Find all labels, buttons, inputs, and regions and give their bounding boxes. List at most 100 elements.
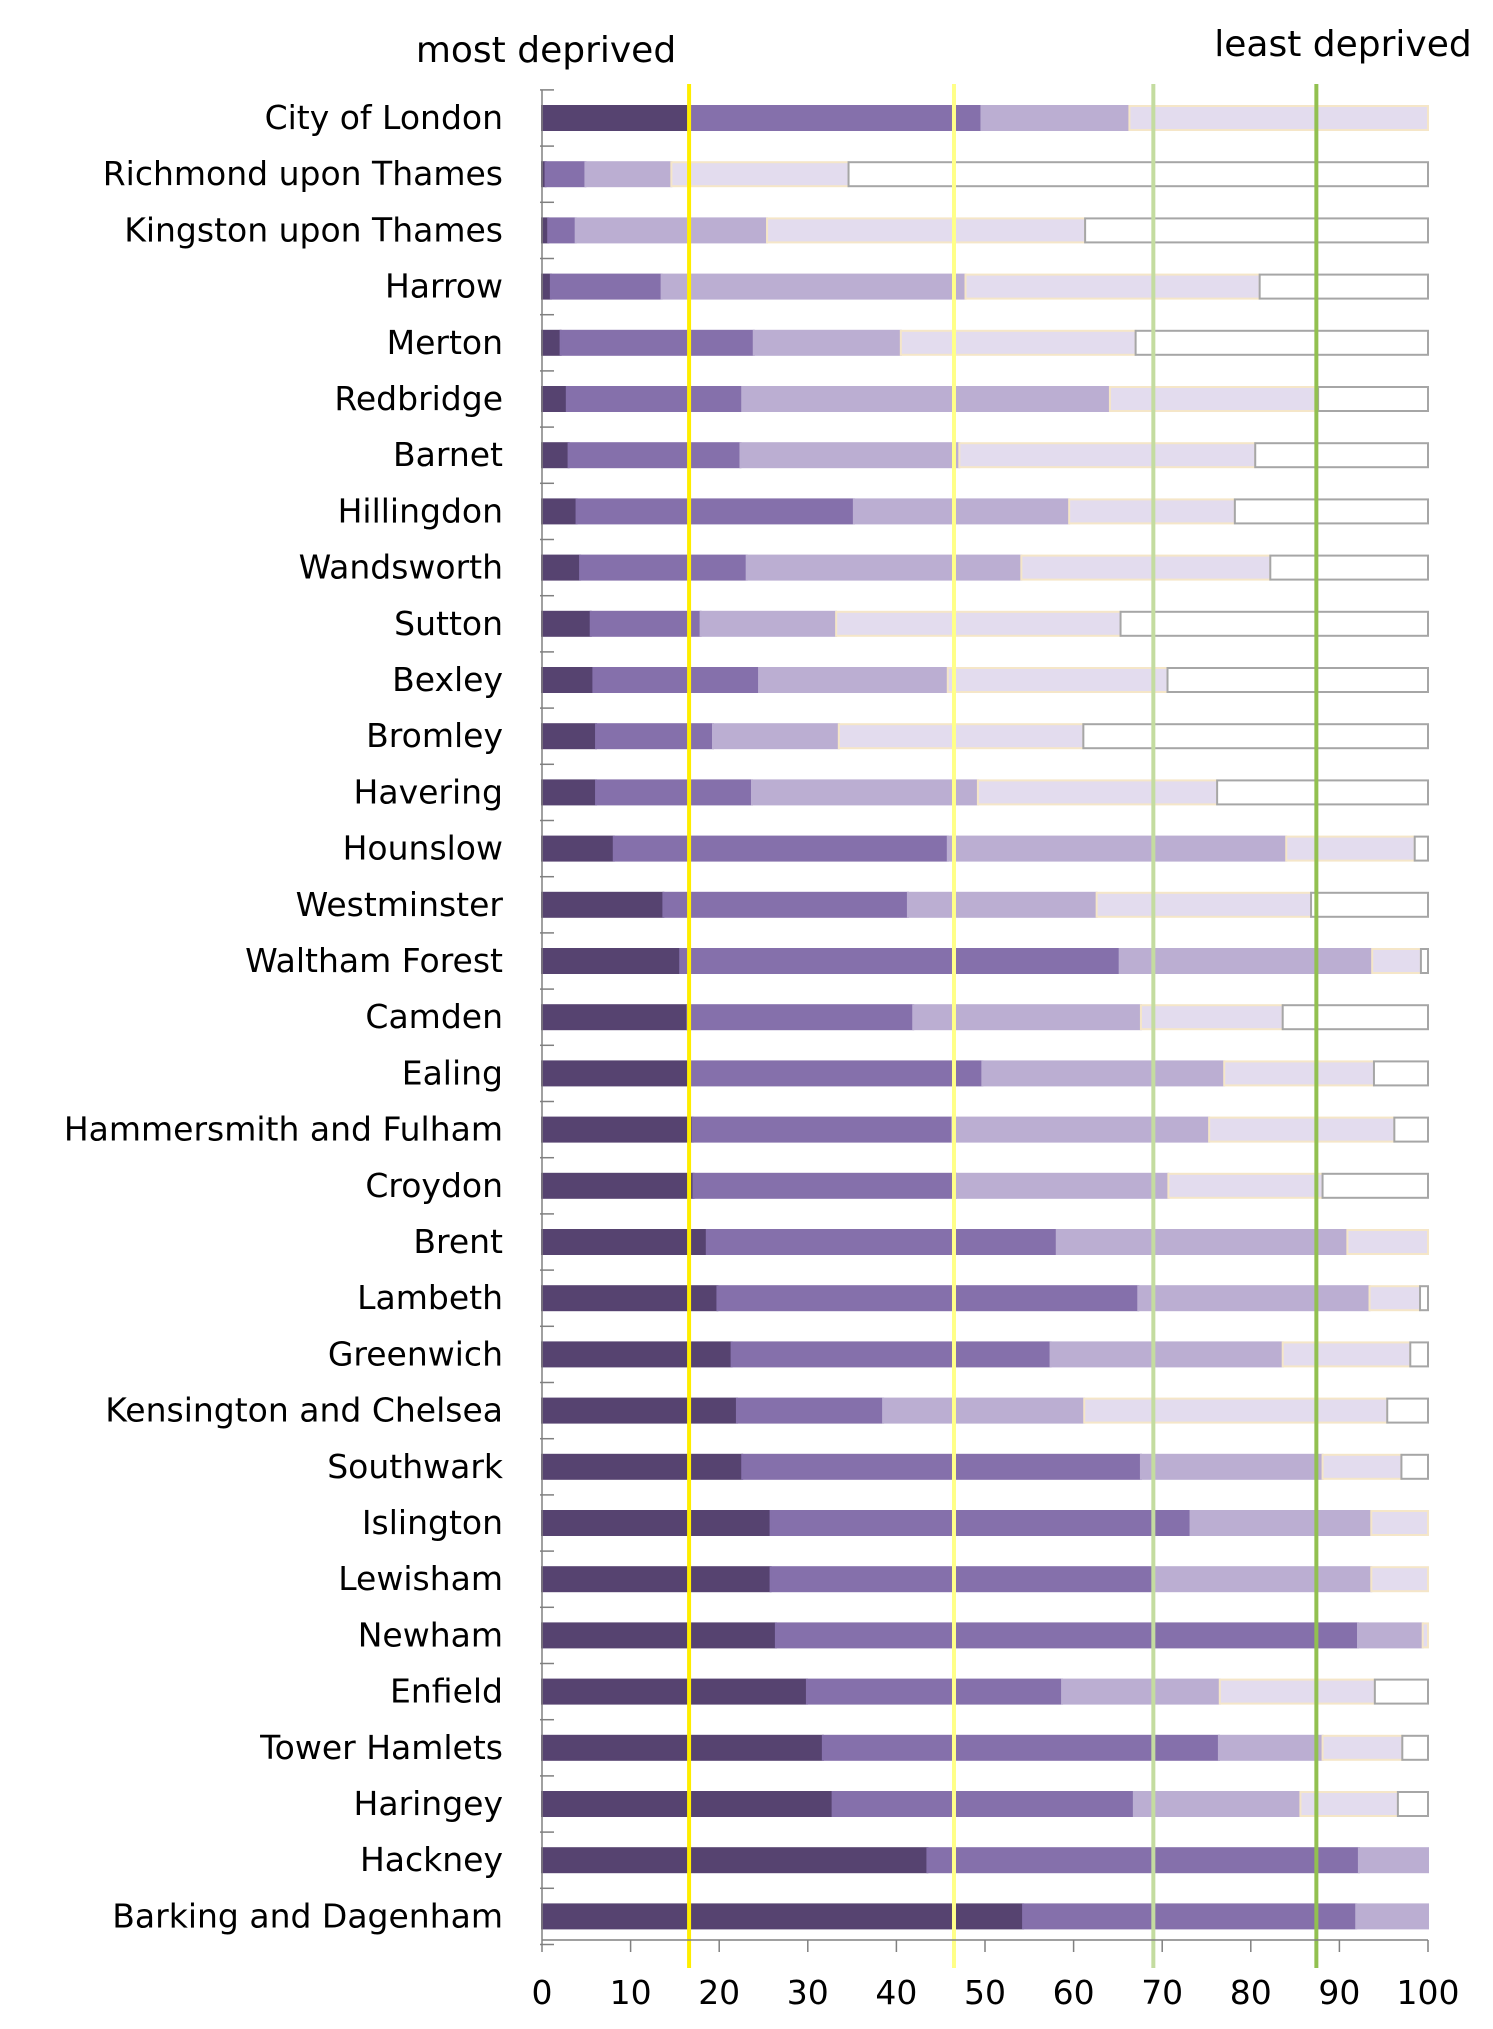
bar-segment — [670, 161, 850, 188]
bar-segment — [750, 779, 979, 806]
bar-segment — [1269, 554, 1429, 581]
header-least-deprived: least deprived — [1214, 24, 1471, 65]
bar-segment — [1400, 1453, 1430, 1480]
bar-segment — [565, 386, 744, 412]
category-label: Lambeth — [357, 1278, 503, 1317]
bar-segment — [766, 217, 1087, 244]
bar-segment — [1189, 1510, 1373, 1536]
bar-segment — [1370, 1566, 1430, 1593]
category-label: Wandsworth — [299, 548, 503, 587]
x-tick-label: 70 — [1141, 1973, 1183, 2012]
bar-segment — [662, 891, 909, 918]
bar-segment — [1082, 723, 1429, 750]
bar-segment — [1372, 1060, 1429, 1087]
bar-segment — [752, 329, 902, 356]
category-label: Hillingdon — [338, 491, 503, 530]
category-label: Westminster — [296, 885, 504, 924]
bar-segment — [1216, 779, 1429, 806]
bar-segment — [1132, 1791, 1302, 1817]
bar-segment — [906, 891, 1098, 918]
bar-segment — [837, 723, 1085, 750]
x-tick-label: 90 — [1318, 1973, 1360, 2012]
bar-segment — [1321, 1734, 1404, 1761]
bar-segment — [882, 1397, 1086, 1424]
x-tick-label: 30 — [787, 1973, 829, 2012]
bar-segment — [1413, 835, 1429, 862]
bar-segment — [1419, 1285, 1430, 1312]
category-label: Merton — [387, 323, 503, 362]
bar-segment — [541, 442, 570, 469]
bar-segment — [951, 1116, 1211, 1143]
bar-segment — [899, 329, 1137, 356]
bar-segment — [964, 273, 1261, 300]
bar-segment — [958, 442, 1257, 469]
bar-segment — [1419, 948, 1429, 974]
x-tick-labels: 0 10 20 30 40 50 60 70 80 90 100 — [532, 1973, 1460, 2012]
bar-segment — [976, 779, 1219, 806]
bar-segment — [589, 610, 702, 637]
bar-segment — [1258, 273, 1430, 300]
bar-segment — [1386, 1397, 1430, 1424]
category-label: Barking and Dagenham — [112, 1896, 503, 1935]
bar-segment — [595, 779, 753, 806]
bar-segment — [1285, 835, 1416, 862]
category-label: Brent — [413, 1222, 503, 1261]
bar-segment — [688, 1060, 984, 1087]
bar-segment — [549, 273, 663, 300]
bar-segment — [805, 1678, 1064, 1705]
bar-segment — [541, 1847, 929, 1874]
category-label: Lewisham — [338, 1559, 503, 1598]
bars-layer — [541, 105, 1430, 1930]
category-label: Bexley — [392, 660, 503, 699]
bar-segment — [1393, 1116, 1430, 1143]
bar-segment — [541, 498, 578, 525]
bar-segment — [1153, 1566, 1373, 1593]
bar-segment — [541, 1116, 694, 1143]
bar-segment — [541, 1903, 1025, 1930]
bar-segment — [769, 1510, 1192, 1536]
bar-segment — [541, 835, 615, 862]
bar-segment — [541, 1060, 691, 1087]
x-tick-label: 100 — [1397, 1973, 1460, 2012]
bar-segment — [1373, 1678, 1429, 1705]
bar-segment — [1355, 1903, 1430, 1930]
bar-segment — [1401, 1734, 1430, 1761]
bar-segment — [687, 105, 983, 131]
bar-segment — [541, 273, 552, 300]
bar-segment — [1134, 329, 1429, 356]
bar-segment — [1370, 1510, 1430, 1536]
bar-segment — [1254, 442, 1429, 469]
bar-segment — [705, 1229, 1058, 1255]
category-label: Enfield — [390, 1672, 503, 1711]
bar-segment — [711, 723, 840, 750]
bar-segment — [541, 1341, 733, 1368]
bar-segment — [1233, 498, 1430, 525]
bar-segment — [1166, 667, 1429, 693]
bar-segment — [541, 1566, 772, 1593]
x-tick-label: 80 — [1230, 1973, 1272, 2012]
category-label: Haringey — [354, 1784, 503, 1823]
bar-segment — [1128, 105, 1429, 131]
category-label: Southwark — [327, 1447, 504, 1486]
bar-segment — [660, 273, 967, 300]
category-label: Havering — [354, 772, 503, 811]
category-labels: City of London Richmond upon Thames Kingst… — [64, 98, 504, 1935]
bar-segment — [835, 610, 1122, 637]
bar-segment — [1346, 1229, 1430, 1255]
bar-segment — [595, 723, 714, 750]
category-label: Tower Hamlets — [259, 1728, 503, 1767]
x-tick-label: 60 — [1053, 1973, 1095, 2012]
bar-segment — [541, 1285, 719, 1312]
category-label: Hammersmith and Fulham — [64, 1110, 503, 1149]
bar-segment — [1020, 554, 1272, 581]
category-label: Ealing — [402, 1053, 503, 1092]
bar-segment — [1208, 1116, 1396, 1143]
category-label: Redbridge — [334, 379, 503, 418]
bar-segment — [541, 1453, 744, 1480]
bar-segment — [946, 667, 1169, 693]
category-label: Kingston upon Thames — [124, 210, 503, 249]
bar-segment — [1317, 386, 1429, 412]
bar-segment — [758, 667, 949, 693]
bar-segment — [735, 1397, 885, 1424]
